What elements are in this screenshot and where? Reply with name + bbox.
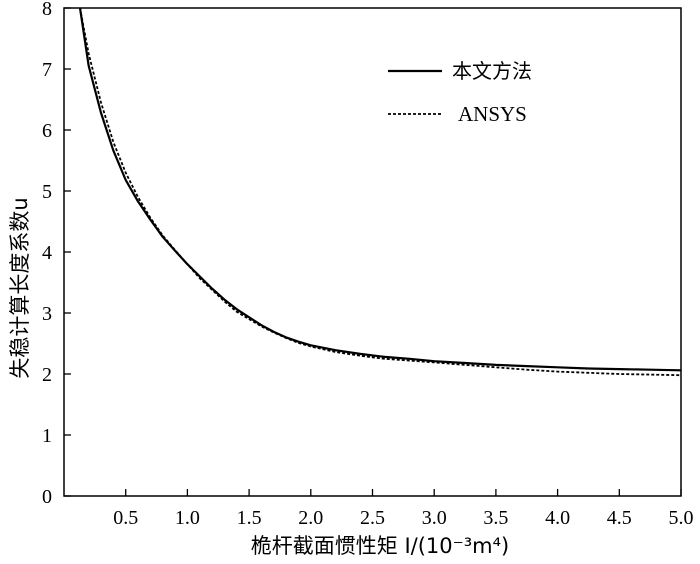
x-tick-label: 1.0 [175, 507, 200, 529]
legend: 本文方法 ANSYS [388, 59, 532, 126]
plot-frame [63, 7, 682, 497]
x-tick-label: 2.0 [298, 507, 323, 529]
legend-label-series-1: 本文方法 [452, 59, 532, 83]
x-tick-label: 3.0 [422, 507, 447, 529]
x-tick-label: 4.0 [545, 507, 570, 529]
y-tick-label: 6 [42, 120, 52, 142]
y-tick-label: 1 [42, 425, 52, 447]
y-tick-label: 3 [42, 303, 52, 325]
x-tick-label: 1.5 [237, 507, 262, 529]
x-tick-label: 3.5 [483, 507, 508, 529]
y-tick-label: 4 [42, 242, 52, 264]
legend-label-series-2: ANSYS [458, 102, 527, 126]
x-axis-label: 桅杆截面惯性矩 I/(10⁻³m⁴) [251, 534, 509, 558]
y-axis-label: 失稳计算长度系数u [8, 197, 32, 378]
x-tick-label: 2.5 [360, 507, 385, 529]
series-layer [78, 7, 682, 377]
x-tick-label: 0.5 [113, 507, 138, 529]
x-tick-label: 4.5 [607, 507, 632, 529]
series-line-1 [78, 7, 682, 372]
y-tick-label: 7 [42, 59, 52, 81]
y-tick-label: 8 [42, 0, 52, 20]
axis-ticks: 0.5 1.0 1.5 2.0 2.5 3.0 3.5 4.0 4.5 5.0 0 1 2 3 4 5 6 7 8 [42, 0, 694, 529]
x-tick-label: 5.0 [669, 507, 694, 529]
y-tick-label: 5 [42, 181, 52, 203]
y-tick-label: 2 [42, 364, 52, 386]
y-tick-label: 0 [42, 486, 52, 508]
series-line-2 [79, 7, 682, 377]
